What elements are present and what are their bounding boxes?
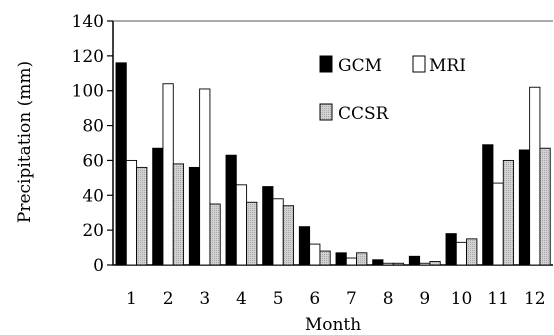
x-tick-label: 6	[309, 289, 320, 309]
bar-gcm-month-1	[115, 62, 127, 266]
legend: GCM MRI CCSR	[319, 55, 466, 124]
bar-ccsr-month-3	[209, 203, 221, 266]
y-tick-label: 100	[72, 82, 104, 102]
y-tick-label: 20	[82, 221, 104, 241]
bar-gcm-month-11	[482, 144, 494, 266]
bar-gcm-month-9	[408, 255, 421, 266]
legend-swatch-ccsr	[319, 103, 333, 121]
x-tick-label: 9	[419, 289, 430, 309]
bar-mri-month-1	[125, 159, 138, 266]
plot-area	[112, 20, 553, 266]
y-tick-label: 80	[82, 117, 104, 137]
bar-ccsr-month-8	[392, 262, 405, 266]
bar-mri-month-7	[345, 257, 358, 266]
x-tick-label: 5	[273, 289, 284, 309]
x-tick-label: 10	[451, 289, 473, 309]
x-tick-label: 4	[236, 289, 247, 309]
bars	[115, 62, 551, 266]
bar-mri-month-2	[162, 83, 174, 266]
y-tick-label: 0	[93, 256, 104, 276]
bar-mri-month-12	[529, 86, 541, 266]
x-tick-label: 8	[383, 289, 394, 309]
x-tick-label: 7	[346, 289, 357, 309]
bar-mri-month-3	[199, 88, 211, 266]
bar-gcm-month-5	[262, 186, 274, 266]
legend-swatch-mri	[412, 55, 426, 73]
bar-mri-month-6	[309, 243, 321, 266]
x-tick-label: 3	[199, 289, 210, 309]
bar-ccsr-month-5	[282, 205, 295, 266]
x-tick-label: 1	[126, 289, 137, 309]
bar-mri-month-8	[382, 262, 394, 266]
bar-ccsr-month-9	[429, 261, 441, 266]
bar-ccsr-month-12	[539, 147, 551, 266]
bar-mri-month-5	[272, 198, 284, 266]
y-tick-label: 40	[82, 186, 104, 206]
x-tick-label: 2	[163, 289, 174, 309]
bar-ccsr-month-1	[136, 166, 148, 266]
bar-ccsr-month-2	[172, 163, 185, 266]
bar-mri-month-10	[455, 241, 468, 266]
bar-gcm-month-10	[445, 233, 457, 266]
x-axis-label: Month	[305, 315, 361, 335]
y-axis-label: Precipitation (mm)	[15, 61, 35, 223]
bar-gcm-month-6	[298, 226, 311, 266]
bar-gcm-month-2	[152, 147, 164, 266]
bar-ccsr-month-10	[466, 238, 478, 266]
legend-label-gcm: GCM	[338, 56, 382, 76]
bar-ccsr-month-7	[356, 252, 368, 266]
y-tick-label: 120	[72, 47, 104, 67]
bar-mri-month-11	[492, 182, 504, 266]
bar-mri-month-4	[235, 184, 248, 266]
bar-mri-month-9	[419, 262, 431, 266]
bar-gcm-month-4	[225, 154, 237, 266]
x-tick-label: 12	[524, 289, 546, 309]
legend-label-ccsr: CCSR	[338, 104, 390, 124]
bar-gcm-month-12	[518, 149, 531, 266]
y-axis: 0 20 40 60 80 100 120 140	[72, 12, 113, 276]
bar-ccsr-month-4	[246, 201, 258, 266]
x-tick-label: 11	[487, 289, 509, 309]
legend-swatch-gcm	[319, 55, 333, 73]
bar-gcm-month-7	[335, 252, 347, 266]
bar-gcm-month-3	[188, 166, 201, 266]
legend-label-mri: MRI	[429, 56, 466, 76]
bar-gcm-month-8	[372, 259, 384, 266]
x-axis: 1 2 3 4 5 6 7 8 9 10 11 12	[126, 289, 546, 309]
y-tick-label: 140	[72, 12, 104, 32]
bar-ccsr-month-6	[319, 250, 331, 266]
y-tick-label: 60	[82, 151, 104, 171]
bar-ccsr-month-11	[502, 159, 515, 266]
